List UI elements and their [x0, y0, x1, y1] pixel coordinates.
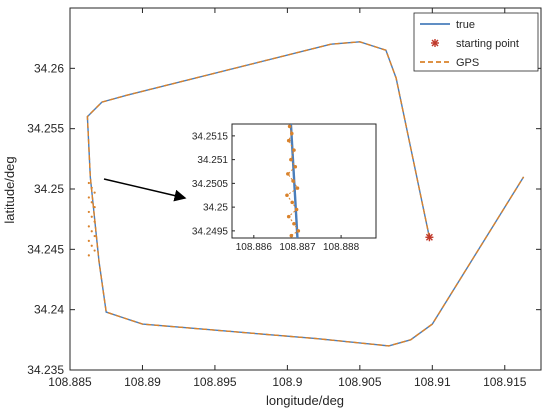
gps-point [93, 206, 96, 209]
gps-point [87, 225, 90, 228]
legend-label-starting-point: starting point [456, 38, 519, 50]
y-axis: 34.235 34.24 34.245 34.25 34.255 34.26 [27, 61, 541, 377]
x-axis: 108.885 108.89 108.895 108.9 108.905 108.91 10… [48, 8, 527, 389]
inset-gps-point [292, 148, 296, 152]
gps-point [90, 186, 93, 189]
inset-gps-point [286, 138, 291, 143]
inset-x-tick-label: 108.887 [279, 242, 316, 253]
inset-frame [231, 123, 377, 239]
series-layer [86, 41, 525, 347]
inset-y-tick-label: 34.25 [203, 203, 228, 214]
inset-gps-point [287, 124, 292, 129]
gps-point [87, 239, 90, 242]
inset-gps-point [289, 157, 293, 162]
inset-y-tick-label: 34.251 [197, 155, 228, 166]
x-tick-label: 108.905 [338, 375, 382, 389]
y-tick-label: 34.235 [27, 363, 64, 377]
x-tick-label: 108.885 [48, 375, 92, 389]
gps-point [93, 191, 96, 194]
starting-point-layer [425, 233, 434, 242]
gps-point [90, 215, 93, 218]
x-axis-label: longitude/deg [266, 393, 344, 408]
gps-point [93, 249, 96, 252]
y-tick-label: 34.245 [27, 242, 64, 256]
inset-y-tick-label: 34.2515 [192, 131, 229, 142]
inset-x-tick-label: 108.886 [236, 242, 273, 253]
gps-point [87, 210, 90, 214]
starting-point-marker [425, 233, 434, 242]
legend: true starting point GPS [413, 12, 539, 72]
series-line-gps [86, 41, 525, 347]
inset-gps-point [292, 221, 296, 226]
inset-gps-point [294, 207, 299, 212]
inset-gps-point [289, 233, 294, 238]
inset-gps-point [293, 164, 298, 169]
x-tick-label: 108.895 [193, 375, 237, 389]
y-tick-label: 34.26 [34, 61, 64, 75]
gps-point [90, 230, 93, 233]
inset-gps-point [291, 179, 295, 183]
inset-gps-line [286, 126, 299, 237]
y-tick-label: 34.25 [34, 182, 64, 196]
inset-gps-point [296, 229, 301, 233]
inset-gps-point [286, 172, 290, 176]
legend-swatch-starting-point [431, 39, 439, 47]
y-axis-label: latitude/deg [2, 156, 17, 223]
legend-label-gps: GPS [456, 57, 479, 69]
gps-point [90, 201, 93, 204]
gps-point [93, 220, 96, 223]
y-tick-label: 34.255 [27, 122, 64, 136]
x-tick-label: 108.915 [483, 375, 527, 389]
legend-label-true: true [456, 19, 475, 31]
inset-gps-point [289, 131, 294, 136]
inset-zoom: 108.886 108.887 108.888 34.2495 34.25 34.250… [192, 123, 377, 253]
inset-arrow [103, 178, 187, 202]
gps-point [90, 244, 93, 247]
gps-point [87, 181, 90, 185]
inset-gps-point [295, 186, 300, 190]
x-tick-label: 108.89 [124, 375, 161, 389]
inset-gps-point [285, 193, 289, 198]
gps-point [87, 254, 90, 257]
inset-gps-point [286, 214, 291, 219]
gps-point [87, 196, 90, 199]
inset-y-tick-label: 34.2505 [192, 179, 229, 190]
inset-gps-point [290, 200, 295, 205]
gps-point [93, 234, 96, 238]
inset-series-layer [285, 123, 301, 239]
inset-y-tick-label: 34.2495 [192, 226, 229, 237]
y-tick-label: 34.24 [34, 303, 64, 317]
x-tick-label: 108.91 [414, 375, 451, 389]
inset-x-tick-label: 108.888 [323, 242, 360, 253]
x-tick-label: 108.9 [272, 375, 302, 389]
inset-y-axis: 34.2495 34.25 34.2505 34.251 34.2515 [192, 131, 235, 237]
